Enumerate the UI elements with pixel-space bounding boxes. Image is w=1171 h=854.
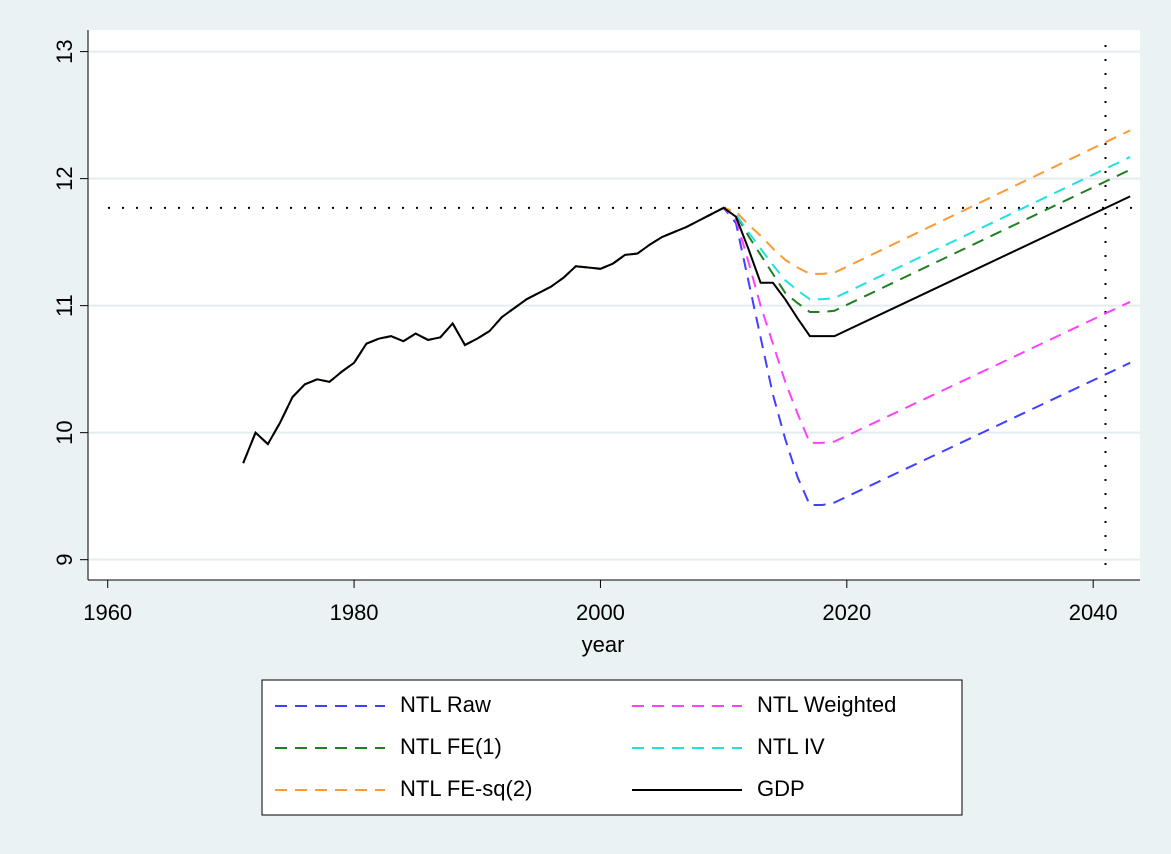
y-tick-label: 13: [52, 39, 77, 63]
y-tick-label: 11: [52, 294, 77, 317]
legend-label: NTL Weighted: [757, 692, 896, 717]
x-tick-label: 1960: [83, 600, 132, 625]
legend-label: NTL FE-sq(2): [400, 776, 532, 801]
legend-label: GDP: [757, 776, 805, 801]
x-axis-title: year: [582, 632, 625, 657]
y-tick-label: 9: [52, 554, 77, 566]
legend-label: NTL FE(1): [400, 734, 502, 759]
series-line: [242, 195, 1131, 464]
x-tick-label: 1980: [330, 600, 379, 625]
x-tick-label: 2040: [1069, 600, 1118, 625]
x-tick-label: 2020: [822, 600, 871, 625]
y-tick-label: 10: [52, 420, 77, 444]
y-tick-label: 12: [52, 166, 77, 190]
legend-label: NTL Raw: [400, 692, 491, 717]
x-tick-label: 2000: [576, 600, 625, 625]
legend-label: NTL IV: [757, 734, 825, 759]
